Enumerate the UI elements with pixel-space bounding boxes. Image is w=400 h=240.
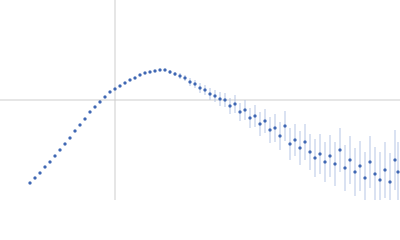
data-point: [328, 154, 332, 158]
data-point: [283, 124, 287, 128]
data-point: [33, 176, 37, 180]
data-point: [396, 170, 400, 174]
data-point: [213, 94, 217, 98]
data-point: [318, 152, 322, 156]
data-point: [338, 148, 342, 152]
data-point: [248, 116, 252, 120]
data-point: [178, 74, 182, 78]
data-point: [253, 114, 257, 118]
data-point: [198, 86, 202, 90]
data-point: [233, 102, 237, 106]
data-point: [373, 172, 377, 176]
data-point: [188, 80, 192, 84]
data-point: [98, 100, 102, 104]
chart: [0, 0, 400, 200]
data-point: [333, 162, 337, 166]
data-point: [103, 95, 107, 99]
data-point: [158, 68, 162, 72]
data-point: [203, 88, 207, 92]
data-point: [308, 150, 312, 154]
data-point: [48, 160, 52, 164]
data-point: [218, 97, 222, 101]
data-point: [133, 76, 137, 80]
data-point: [223, 98, 227, 102]
data-point: [143, 71, 147, 75]
data-point: [168, 70, 172, 74]
data-point: [293, 138, 297, 142]
data-point: [108, 90, 112, 94]
data-point: [278, 134, 282, 138]
data-point: [243, 108, 247, 112]
data-point: [93, 105, 97, 109]
data-point: [208, 92, 212, 96]
data-point: [173, 72, 177, 76]
data-point: [383, 168, 387, 172]
data-point: [313, 156, 317, 160]
data-point: [118, 84, 122, 88]
data-point: [353, 170, 357, 174]
data-point: [388, 180, 392, 184]
data-point: [73, 129, 77, 133]
data-point: [273, 126, 277, 130]
data-point: [53, 154, 57, 158]
data-point: [58, 148, 62, 152]
data-point: [43, 165, 47, 169]
data-point: [68, 136, 72, 140]
data-point: [363, 176, 367, 180]
data-point: [88, 110, 92, 114]
data-point: [303, 140, 307, 144]
data-point: [113, 87, 117, 91]
data-point: [83, 117, 87, 121]
data-point: [78, 123, 82, 127]
data-point: [368, 160, 372, 164]
data-point: [63, 142, 67, 146]
data-point: [28, 181, 32, 185]
data-point: [393, 158, 397, 162]
data-point: [288, 142, 292, 146]
data-point: [183, 76, 187, 80]
data-point: [228, 104, 232, 108]
data-point: [343, 166, 347, 170]
data-point: [153, 69, 157, 73]
page: {"chart_data": {"type": "scatter", "x": …: [0, 0, 400, 200]
data-point: [263, 119, 267, 123]
data-point: [148, 70, 152, 74]
data-point: [138, 73, 142, 77]
data-point: [238, 110, 242, 114]
data-point: [268, 128, 272, 132]
data-point: [163, 68, 167, 72]
data-point: [323, 160, 327, 164]
data-point: [193, 82, 197, 86]
data-point: [298, 146, 302, 150]
data-point: [378, 178, 382, 182]
data-point: [358, 164, 362, 168]
data-point: [38, 171, 42, 175]
data-point: [123, 81, 127, 85]
data-point: [258, 122, 262, 126]
data-point: [128, 78, 132, 82]
data-point: [348, 158, 352, 162]
